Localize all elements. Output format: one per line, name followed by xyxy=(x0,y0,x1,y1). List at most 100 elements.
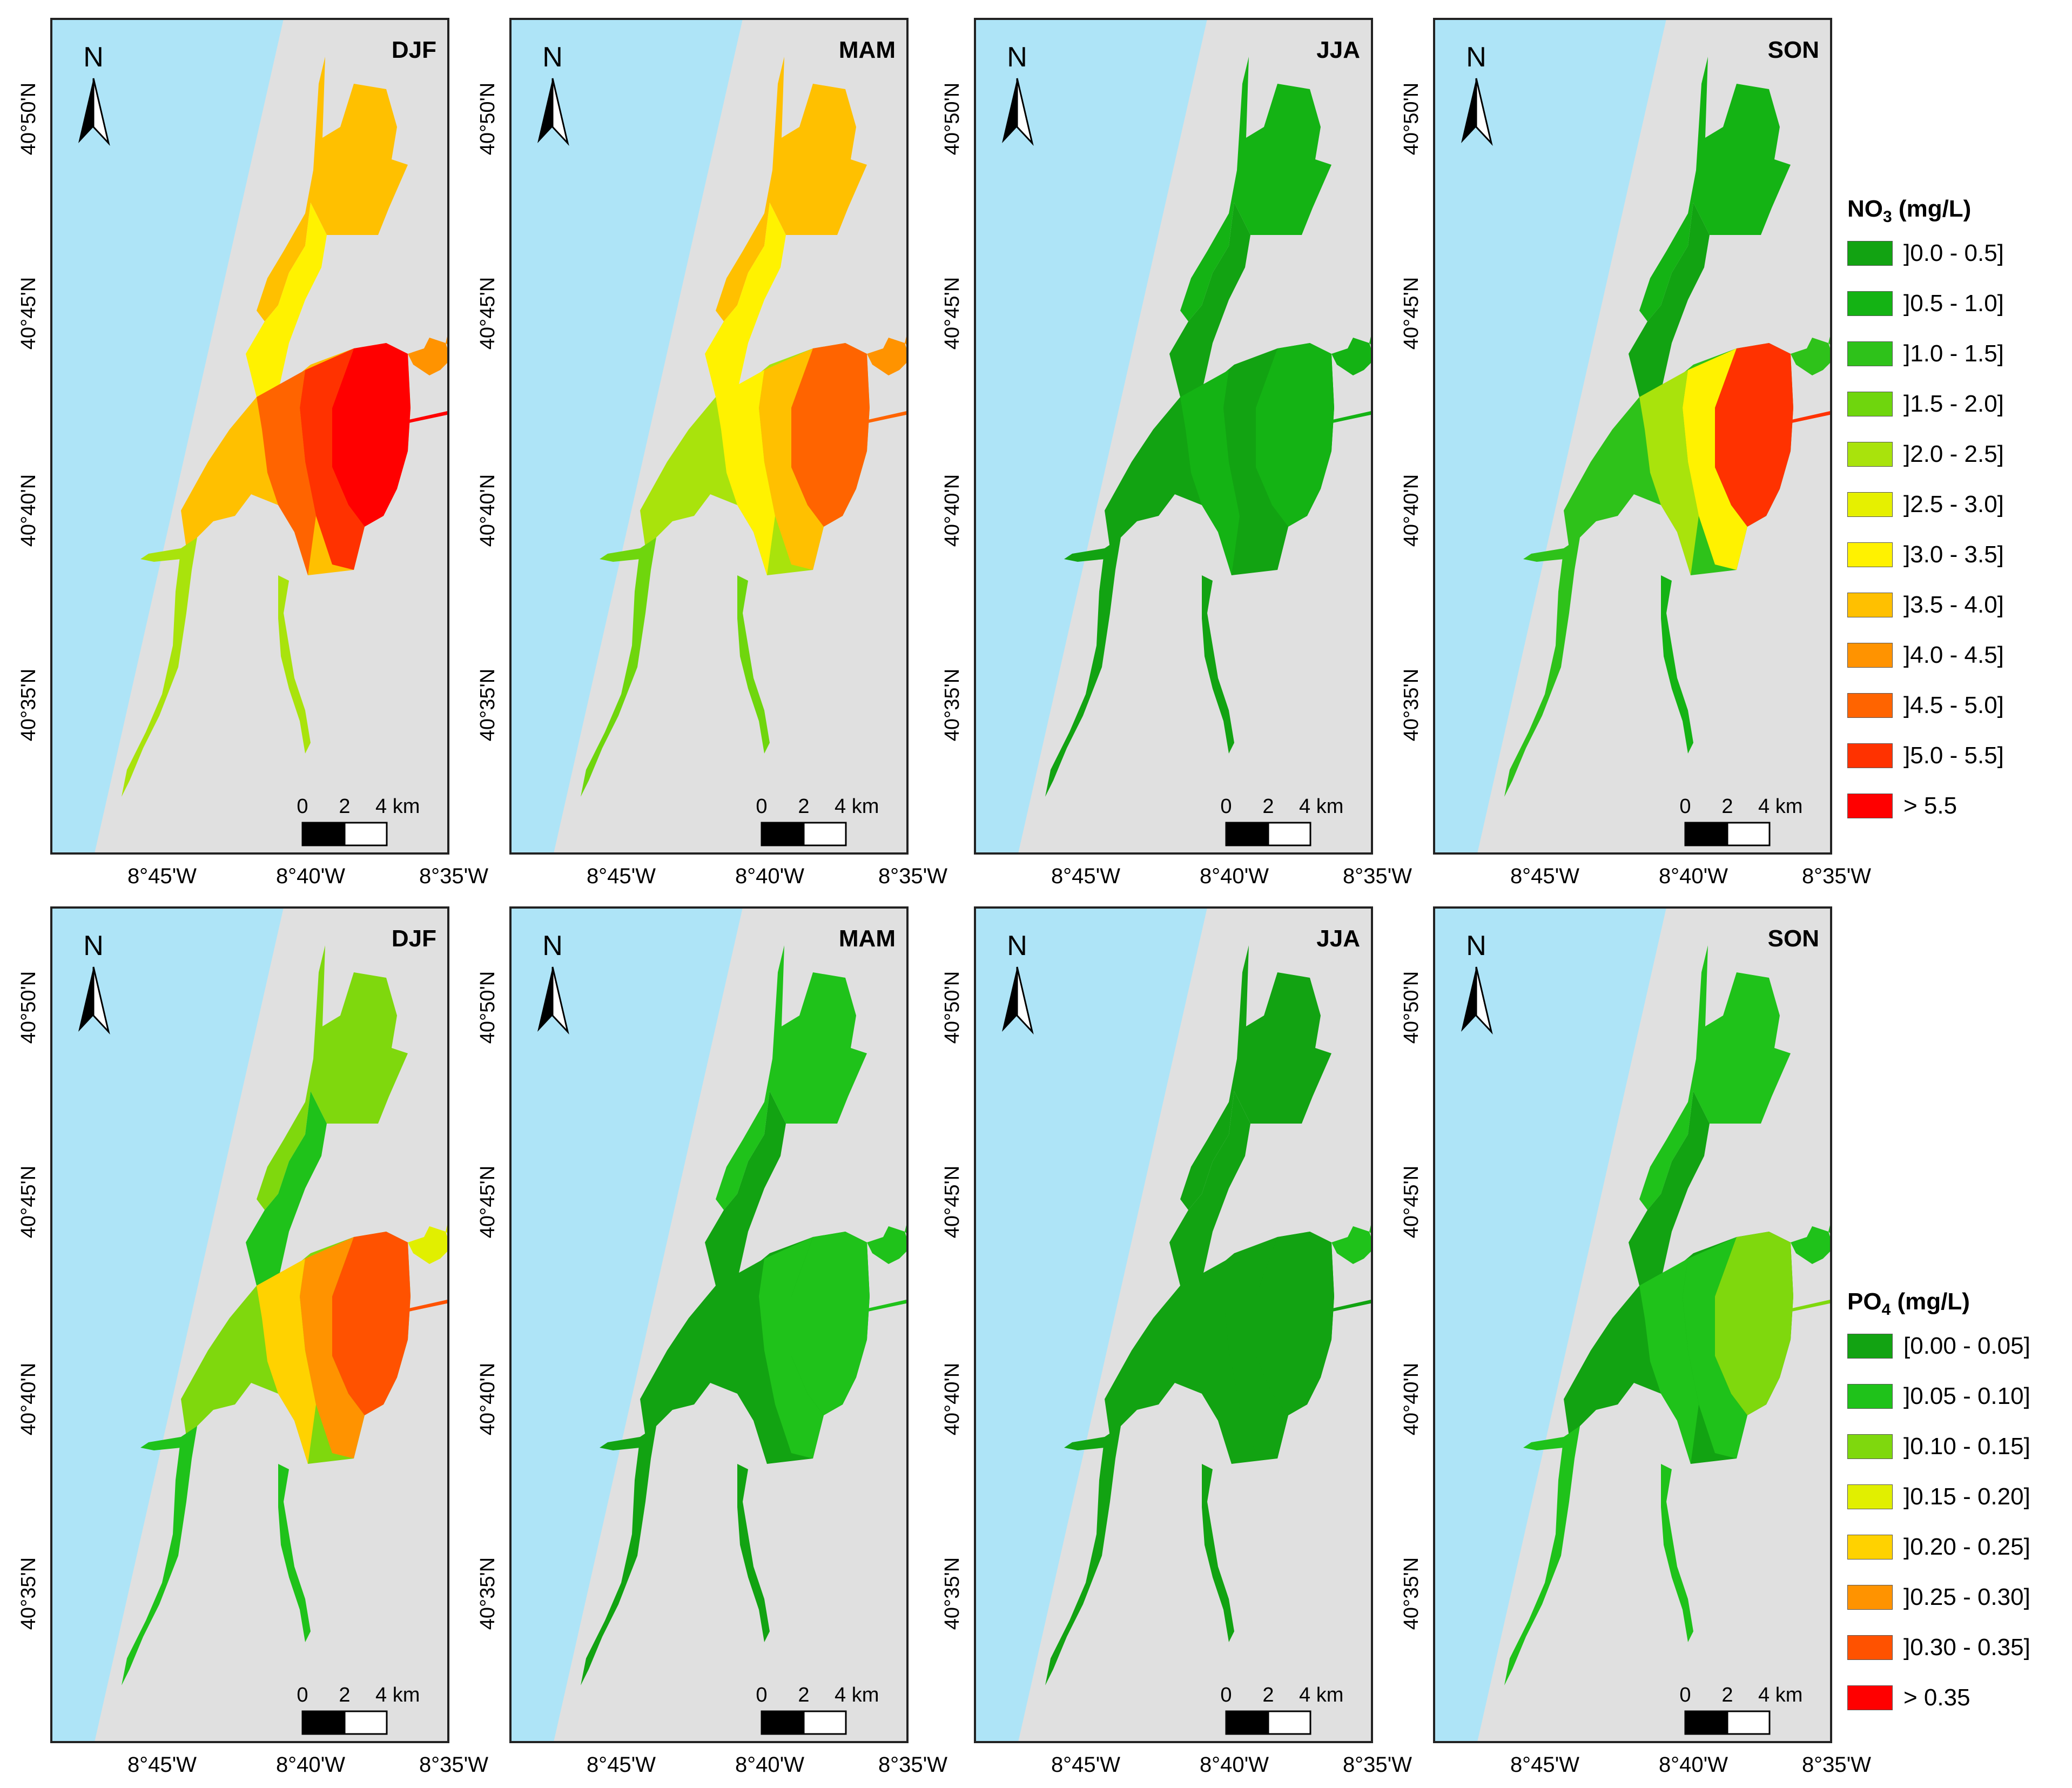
sea-area xyxy=(1434,908,1666,1742)
no3-legend-item: ]1.5 - 2.0] xyxy=(1847,379,2063,429)
season-label: JJA xyxy=(1316,925,1360,952)
estuary-north-zone xyxy=(716,945,867,1210)
map-panel-no3-son: SON N 0 2 4 km 40°50'N 40°45'N 40°40'N 40°35'N 8°… xyxy=(1400,18,1871,888)
no3-legend-label: ]2.0 - 2.5] xyxy=(1903,440,2004,467)
latitude-tick-label: 40°50'N xyxy=(17,971,40,1044)
po4-legend-item: ]0.20 - 0.25] xyxy=(1847,1522,2063,1572)
no3-legend-label: ]0.0 - 0.5] xyxy=(1903,239,2004,266)
no3-legend-label: ]4.5 - 5.0] xyxy=(1903,691,2004,718)
estuary-west-arm xyxy=(1064,548,1105,562)
north-label: N xyxy=(542,42,563,73)
no3-legend-label: ]3.5 - 4.0] xyxy=(1903,591,2004,618)
north-arrow-icon: N xyxy=(1461,42,1493,146)
po4-legend-label: ]0.15 - 0.20] xyxy=(1903,1483,2030,1510)
map-panel-no3-djf: DJF N 0 2 4 km 40°50'N 40°45'N 40°40'N 40°35'N 8°… xyxy=(17,18,488,888)
north-label: N xyxy=(1007,930,1027,962)
no3-legend-label: ]1.0 - 1.5] xyxy=(1903,340,2004,367)
no3-legend-label: ]1.5 - 2.0] xyxy=(1903,390,2004,417)
longitude-tick-label: 8°45'W xyxy=(127,864,197,888)
po4-legend: PO4 (mg/L) [0.00 - 0.05]]0.05 - 0.10]]0.… xyxy=(1847,1283,2063,1723)
scale-bar: 0 2 4 km xyxy=(756,1684,879,1735)
estuary-canal xyxy=(409,1299,448,1312)
map-frame xyxy=(1433,906,1832,1743)
map-content xyxy=(1434,908,1831,1742)
estuary-east-arm xyxy=(1331,338,1372,375)
longitude-tick-label: 8°35'W xyxy=(419,864,488,888)
estuary-channel xyxy=(1629,1091,1710,1286)
scale-label: 0 xyxy=(756,1684,767,1706)
latitude-tick-label: 40°45'N xyxy=(1400,1166,1423,1238)
estuary-lagoon xyxy=(581,1426,656,1685)
longitude-tick-label: 8°40'W xyxy=(276,864,345,888)
longitude-tick-label: 8°35'W xyxy=(1343,1753,1412,1777)
latitude-tick-label: 40°35'N xyxy=(17,1557,40,1630)
latitude-tick-label: 40°45'N xyxy=(17,277,40,349)
latitude-tick-label: 40°35'N xyxy=(941,1557,964,1630)
sea-area xyxy=(510,19,743,853)
po4-legend-item: ]0.30 - 0.35] xyxy=(1847,1622,2063,1672)
scale-label: 2 xyxy=(1262,795,1274,818)
map-content xyxy=(1434,19,1831,853)
po4-legend-swatch xyxy=(1847,1685,1893,1710)
season-label: DJF xyxy=(392,37,436,63)
estuary-channel xyxy=(1169,203,1250,397)
latitude-tick-label: 40°40'N xyxy=(1400,474,1423,547)
estuary-south-river xyxy=(737,1464,770,1642)
estuary-channel xyxy=(705,203,786,397)
po4-legend-swatch xyxy=(1847,1383,1893,1409)
no3-legend-swatch xyxy=(1847,240,1893,266)
latitude-tick-label: 40°50'N xyxy=(476,971,499,1044)
map-content xyxy=(510,19,907,853)
longitude-tick-label: 8°40'W xyxy=(276,1753,345,1777)
estuary-canal xyxy=(1792,411,1831,423)
scale-bar: 0 2 4 km xyxy=(1220,795,1343,846)
scale-label: 4 km xyxy=(1758,1684,1802,1706)
estuary-channel xyxy=(1629,203,1710,397)
longitude-tick-label: 8°40'W xyxy=(735,864,804,888)
po4-legend-title: PO4 (mg/L) xyxy=(1847,1288,1970,1319)
estuary-lagoon xyxy=(122,1426,197,1685)
no3-legend-item: ]4.5 - 5.0] xyxy=(1847,680,2063,730)
latitude-tick-label: 40°50'N xyxy=(1400,83,1423,155)
no3-legend-item: ]1.0 - 1.5] xyxy=(1847,328,2063,379)
scale-label: 2 xyxy=(1262,1684,1274,1706)
north-label: N xyxy=(1007,42,1027,73)
map-frame xyxy=(974,18,1373,855)
no3-legend-item: ]2.0 - 2.5] xyxy=(1847,429,2063,479)
no3-legend-item: ]3.5 - 4.0] xyxy=(1847,580,2063,630)
no3-legend-label: ]3.0 - 3.5] xyxy=(1903,541,2004,568)
latitude-tick-label: 40°40'N xyxy=(1400,1363,1423,1435)
longitude-tick-label: 8°35'W xyxy=(419,1753,488,1777)
estuary-south-river xyxy=(737,575,770,754)
north-label: N xyxy=(83,42,104,73)
map-frame xyxy=(509,906,909,1743)
no3-legend-swatch xyxy=(1847,492,1893,517)
no3-legend-swatch xyxy=(1847,642,1893,668)
map-panel-po4-mam: MAM N 0 2 4 km 40°50'N 40°45'N 40°40'N 40°35'N 8°… xyxy=(476,906,947,1777)
latitude-tick-label: 40°45'N xyxy=(17,1166,40,1238)
scale-label: 4 km xyxy=(835,795,879,818)
no3-legend-swatch xyxy=(1847,592,1893,617)
po4-legend-item: ]0.25 - 0.30] xyxy=(1847,1572,2063,1622)
latitude-tick-label: 40°40'N xyxy=(476,1363,499,1435)
estuary-west-arm xyxy=(1064,1437,1105,1450)
estuary-north-zone xyxy=(257,57,408,321)
map-frame xyxy=(1433,18,1832,855)
scale-label: 2 xyxy=(798,1684,809,1706)
scale-label: 4 km xyxy=(835,1684,879,1706)
po4-legend-swatch xyxy=(1847,1434,1893,1459)
po4-legend-label: ]0.30 - 0.35] xyxy=(1903,1634,2030,1661)
latitude-tick-label: 40°35'N xyxy=(476,1557,499,1630)
estuary-north-zone xyxy=(716,57,867,321)
no3-legend-item: > 5.5 xyxy=(1847,781,2063,831)
latitude-tick-label: 40°45'N xyxy=(1400,277,1423,349)
no3-legend-swatch xyxy=(1847,542,1893,567)
season-label: JJA xyxy=(1316,37,1360,63)
longitude-tick-label: 8°40'W xyxy=(1200,1753,1269,1777)
po4-legend-label: ]0.10 - 0.15] xyxy=(1903,1433,2030,1460)
estuary-north-zone xyxy=(1639,945,1791,1210)
map-frame xyxy=(509,18,909,855)
north-arrow-icon: N xyxy=(1002,930,1034,1035)
map-content xyxy=(975,19,1372,853)
longitude-tick-label: 8°40'W xyxy=(1200,864,1269,888)
